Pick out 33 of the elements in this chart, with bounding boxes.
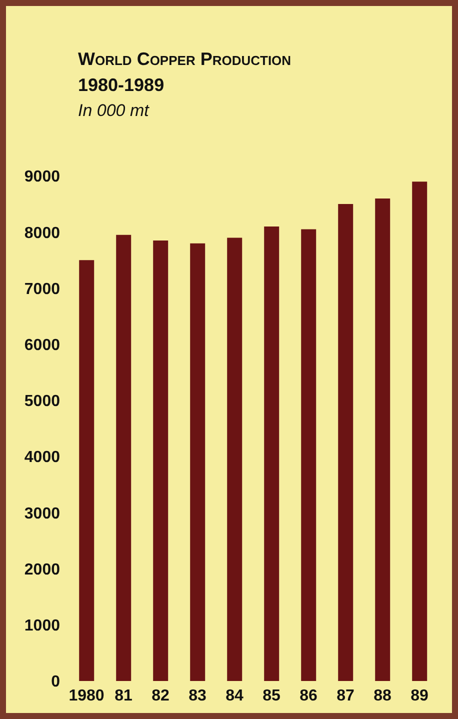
bar: [338, 204, 354, 681]
bar: [375, 198, 390, 681]
x-tick-label: 86: [300, 687, 318, 704]
y-tick-label: 7000: [24, 280, 60, 298]
bar: [116, 234, 132, 681]
chart-subtitle: 1980-1989: [78, 74, 166, 97]
y-tick-label: 4000: [24, 449, 60, 466]
bar: [412, 182, 428, 681]
y-tick-label: 8000: [24, 224, 60, 242]
x-tick-label: 87: [336, 687, 354, 704]
y-tick-label: 5000: [24, 393, 60, 410]
x-tick-label: 85: [262, 687, 280, 704]
y-tick-label: 1000: [24, 618, 60, 635]
y-tick-label: 0: [51, 674, 60, 691]
bar: [79, 260, 94, 681]
y-tick-label: 6000: [24, 337, 60, 354]
bar: [153, 240, 168, 681]
x-tick-label: 81: [114, 687, 132, 704]
bar: [227, 238, 242, 681]
y-axis-title: In 000 mt: [78, 100, 150, 122]
y-tick-label: 9000: [24, 168, 60, 186]
chart-title: World Copper Production: [78, 48, 292, 71]
x-tick-label: 88: [374, 687, 392, 704]
bar: [301, 229, 316, 681]
bar: [264, 226, 280, 681]
x-tick-label: 82: [152, 687, 170, 704]
x-tick-label: 89: [410, 687, 428, 704]
y-tick-label: 3000: [24, 505, 60, 522]
x-tick-label: 83: [188, 687, 206, 704]
bar: [190, 243, 206, 681]
y-tick-label: 2000: [24, 561, 60, 578]
x-tick-label: 84: [226, 687, 244, 704]
x-tick-label: 1980: [68, 687, 104, 704]
